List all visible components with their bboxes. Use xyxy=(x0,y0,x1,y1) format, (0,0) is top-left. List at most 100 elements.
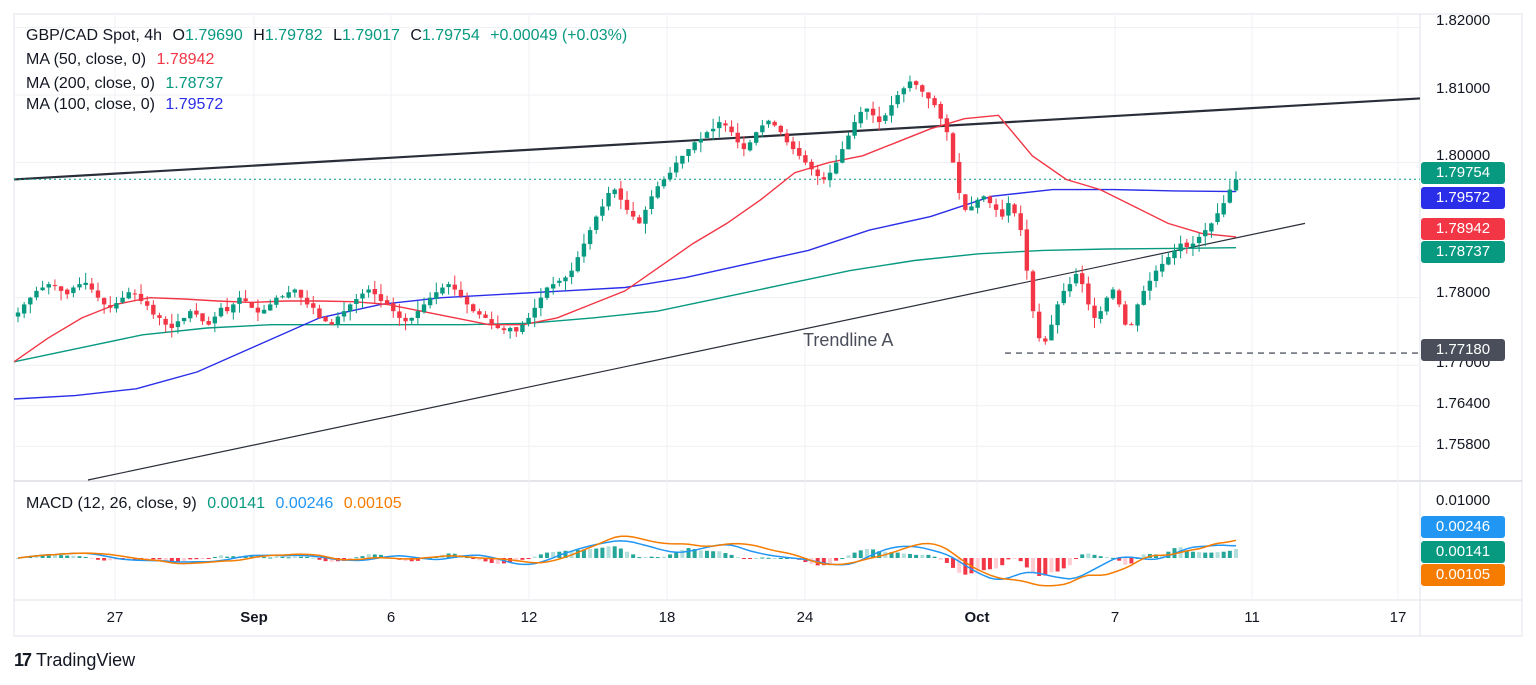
macd-histogram-bar xyxy=(1006,558,1011,560)
candle-body xyxy=(723,123,728,126)
candle-body xyxy=(212,316,218,324)
macd-histogram-bar xyxy=(83,556,88,558)
macd-histogram-bar xyxy=(760,557,765,559)
candle-body xyxy=(1018,213,1023,231)
macd-histogram-bar xyxy=(1215,552,1220,558)
open-number: 1.79690 xyxy=(184,27,243,44)
candle-body xyxy=(526,317,531,325)
macd-histogram-bar xyxy=(895,552,900,558)
macd-histogram-bar xyxy=(317,558,322,560)
candle-body xyxy=(34,290,39,298)
macd-histogram-bar xyxy=(1037,558,1042,576)
date-tick: 6 xyxy=(386,609,396,626)
candle-body xyxy=(218,307,224,317)
candle-body xyxy=(483,314,488,318)
macd-histogram-bar xyxy=(483,558,488,562)
support-price-tag: 1.77180 xyxy=(1421,339,1505,361)
macd-histogram-bar xyxy=(415,558,420,561)
ma50-line xyxy=(13,114,1237,363)
candle-body xyxy=(655,186,660,198)
macd-histogram-bar xyxy=(286,557,291,559)
macd-histogram-bar xyxy=(1055,558,1060,572)
macd-histogram-bar xyxy=(1227,550,1232,558)
candle-body xyxy=(1159,263,1165,272)
macd-histogram-bar xyxy=(723,553,728,558)
trendline-a-label: Trendline A xyxy=(803,330,894,350)
candle-body xyxy=(501,328,507,331)
macd-histogram-bar xyxy=(514,558,519,562)
macd-histogram-bar xyxy=(926,554,931,558)
candle-body xyxy=(920,85,925,92)
candle-body xyxy=(815,169,820,177)
candle-body xyxy=(471,304,476,312)
candle-body xyxy=(1073,274,1079,284)
ma200-label: MA (200, close, 0) xyxy=(26,75,155,92)
candle-body xyxy=(569,270,574,278)
candle-body xyxy=(981,196,986,200)
macd-histogram-bar xyxy=(545,552,550,558)
candle-body xyxy=(538,297,544,309)
candle-body xyxy=(126,292,131,299)
macd-histogram-bar xyxy=(951,558,956,568)
macd-histogram-bar xyxy=(16,558,20,559)
macd-histogram-bar xyxy=(1129,558,1134,564)
candle-body xyxy=(643,209,648,224)
macd-histogram-bar xyxy=(200,558,205,559)
macd-histogram-bar xyxy=(495,558,500,564)
macd-histogram-bar xyxy=(735,557,740,559)
macd-signal-line xyxy=(17,535,1237,587)
last-price-tag: 1.79754 xyxy=(1421,162,1505,184)
candle-body xyxy=(1030,271,1036,312)
macd-histogram-bar xyxy=(471,558,476,559)
high-label: H xyxy=(253,27,265,44)
candle-body xyxy=(292,289,298,293)
macd-histogram-bar xyxy=(1000,558,1005,566)
macd-hist-tag: 0.00141 xyxy=(1421,541,1505,563)
macd-histogram-bar xyxy=(643,557,648,559)
macd-histogram-bar xyxy=(944,558,949,563)
candle-body xyxy=(889,105,894,116)
candle-body xyxy=(384,300,390,305)
candle-body xyxy=(1086,283,1091,305)
low-value: L1.79017 xyxy=(333,27,400,44)
candle-body xyxy=(335,316,341,325)
candle-body xyxy=(827,172,833,181)
close-number: 1.79754 xyxy=(421,27,480,44)
candle-body xyxy=(993,204,999,210)
candle-body xyxy=(913,81,919,85)
candle-body xyxy=(698,138,704,143)
macd-histogram-bar xyxy=(938,558,943,560)
candle-body xyxy=(71,287,76,294)
price-tick: 1.81000 xyxy=(1436,80,1491,97)
candle-body xyxy=(1098,311,1103,319)
macd-histogram-bar xyxy=(329,558,334,562)
macd-histogram-bar xyxy=(378,554,383,558)
macd-legend: MACD (12, 26, close, 9) 0.00141 0.00246 … xyxy=(26,494,408,514)
macd-histogram-bar xyxy=(914,554,919,558)
macd-histogram-bar xyxy=(225,556,230,558)
macd-histogram-bar xyxy=(1184,550,1189,558)
ma100-label: MA (100, close, 0) xyxy=(26,96,155,113)
ma100-legend: MA (100, close, 0) 1.79572 xyxy=(26,95,229,115)
macd-histogram-bar xyxy=(212,556,217,558)
macd-histogram-bar xyxy=(692,549,697,558)
date-tick: 11 xyxy=(1244,609,1260,626)
candle-body xyxy=(1012,204,1017,214)
candle-body xyxy=(784,133,790,143)
macd-tick: 0.01000 xyxy=(1436,492,1491,509)
candle-body xyxy=(833,162,839,174)
macd-histogram-bar xyxy=(1110,557,1115,559)
candle-body xyxy=(507,328,513,332)
candle-body xyxy=(729,126,734,133)
macd-histogram-bar xyxy=(1104,557,1109,559)
candle-body xyxy=(1203,230,1208,237)
candle-body xyxy=(1080,273,1085,285)
candle-body xyxy=(950,133,956,163)
candle-body xyxy=(434,292,439,299)
macd-histogram-bar xyxy=(77,556,82,558)
candle-body xyxy=(157,315,162,318)
macd-histogram-bar xyxy=(169,558,174,563)
candle-body xyxy=(532,307,537,318)
macd-histogram-bar xyxy=(1086,553,1091,558)
